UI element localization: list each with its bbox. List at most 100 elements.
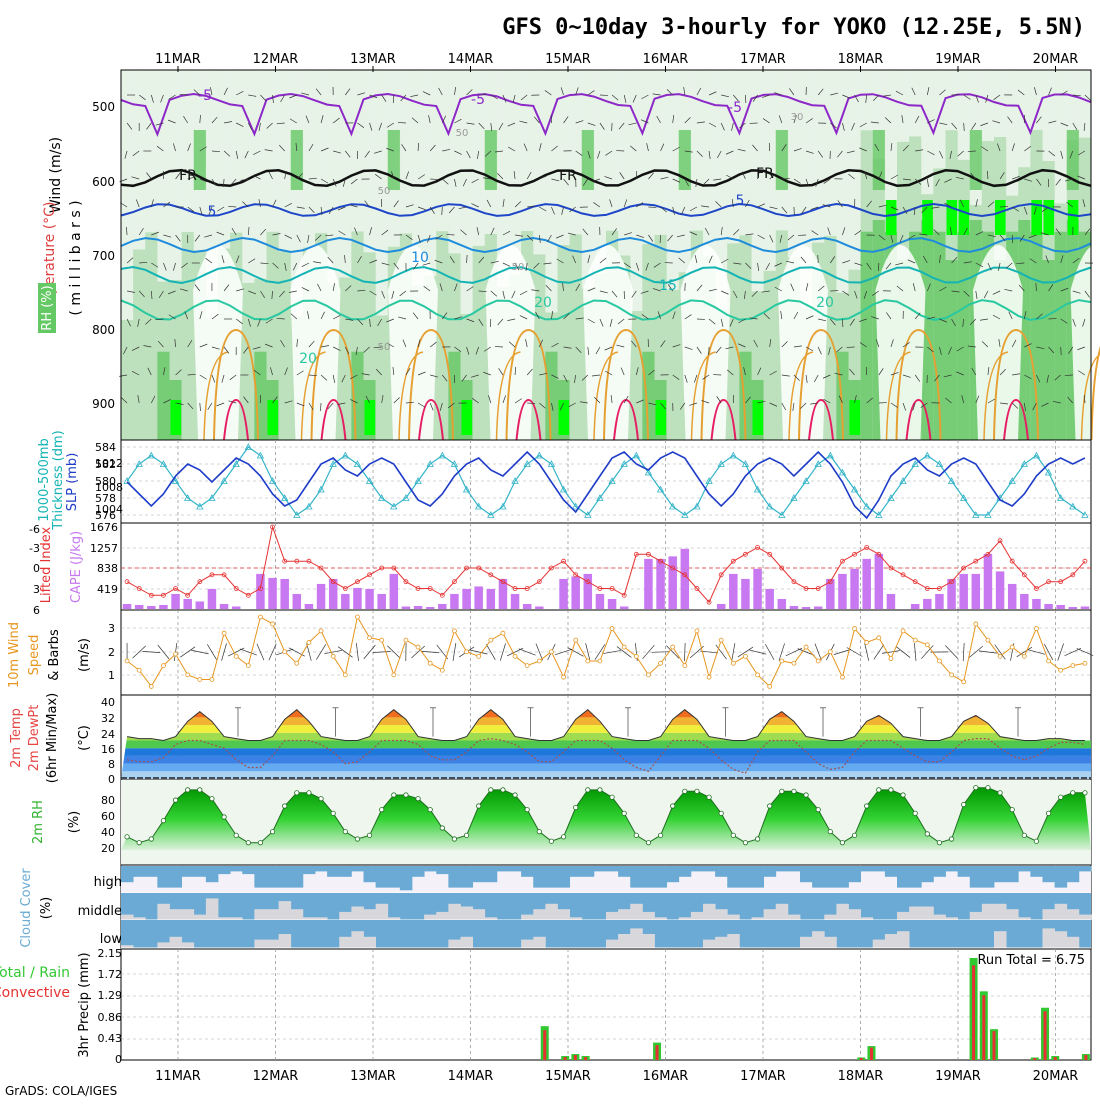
cape-bar	[559, 579, 567, 609]
wind-marker	[634, 654, 638, 658]
rh2m-marker	[949, 837, 953, 841]
date-label-bottom: 17MAR	[740, 1069, 786, 1084]
cloud-mid-bar	[121, 915, 134, 920]
cloud-high-bar	[194, 866, 207, 877]
cloud-low-bar	[606, 940, 619, 948]
date-label-bottom: 18MAR	[838, 1069, 884, 1084]
rh2m-marker	[307, 791, 311, 795]
cloud-mid-bar	[909, 907, 922, 921]
cloud-low-bar	[157, 942, 170, 948]
temp2m-label-1: 2m Temp	[9, 708, 24, 768]
cape-bar	[838, 574, 846, 609]
rh-band-mid	[533, 254, 546, 440]
slp-tick-1004: 1004	[95, 503, 123, 516]
cloud-low-bar	[254, 940, 267, 948]
wind-barb-10m	[373, 652, 391, 653]
rh2m-marker	[501, 788, 505, 792]
panel-cape	[121, 523, 1091, 610]
rh2m-marker	[185, 788, 189, 792]
date-label-bottom: 12MAR	[253, 1069, 299, 1084]
cloud-low-bar	[448, 940, 461, 948]
cloud-high-bar	[824, 866, 837, 888]
cloud-high-bar	[836, 866, 849, 888]
rh2m-marker	[767, 804, 771, 808]
precip-conv-bar	[982, 995, 985, 1060]
wind-barb-10m	[684, 643, 685, 661]
wind-marker	[780, 659, 784, 663]
cape-bar	[596, 594, 604, 609]
cloud-mid-bar	[376, 904, 389, 920]
slp-line	[127, 452, 1085, 518]
temp2m-unit: (°C)	[77, 725, 92, 751]
contour-label: 5	[736, 193, 745, 209]
cape-bar	[523, 604, 531, 609]
cloud-high-bar	[436, 866, 449, 874]
wind-marker	[695, 629, 699, 633]
wind-marker	[343, 673, 347, 677]
rh2m-marker	[561, 835, 565, 839]
date-label-top: 13MAR	[350, 52, 396, 67]
wind-marker	[161, 664, 165, 668]
cape-bar	[123, 604, 131, 609]
panel-slp	[121, 440, 1091, 523]
contour-label: 10	[411, 250, 429, 266]
rh2m-marker	[440, 826, 444, 830]
rh2m-marker	[925, 832, 929, 836]
cape-bar	[438, 604, 446, 609]
cape-bar	[584, 574, 592, 609]
wind-marker	[804, 645, 808, 649]
cloud-high-bar	[1055, 866, 1068, 888]
cape-bar	[196, 601, 204, 609]
cape-bar	[208, 589, 216, 609]
cape-bar	[268, 578, 276, 609]
thickness-label-1: 1000-500mb	[37, 438, 52, 522]
rh-band-bright	[959, 200, 970, 235]
cloud-mid-bar	[1043, 909, 1056, 920]
wind-marker	[877, 636, 881, 640]
cape-bar	[317, 584, 325, 609]
rh-band-bright	[365, 400, 376, 435]
cape-bar	[850, 569, 858, 609]
slp-tick-1012: 1012	[95, 457, 123, 470]
wind-marker	[380, 638, 384, 642]
upper-pressure-ticks: 500 600 700 800 900	[92, 100, 115, 411]
cape-bar	[487, 589, 495, 609]
cloud-mid-bar	[618, 909, 631, 920]
cape-bar	[256, 574, 264, 609]
wind-marker	[889, 657, 893, 661]
upper-panel-labels: Wind (m/s) Temperature (°C) RH (%) ( m i…	[38, 137, 84, 333]
wind-marker	[950, 673, 954, 677]
cloud-mid-bar	[982, 904, 995, 920]
rh-band-bright	[850, 400, 861, 435]
precip-conv-bar	[1033, 1058, 1036, 1060]
cloud-level-middle: middle	[78, 904, 122, 919]
cloud-label: Cloud Cover	[19, 868, 34, 948]
cape-bar	[450, 594, 458, 609]
cloud-unit: (%)	[39, 897, 54, 920]
precip-label-conv: Convective	[0, 985, 70, 1001]
cloud-high-bar	[364, 866, 377, 882]
thick-tick-584: 584	[95, 441, 116, 454]
cape-bar	[765, 589, 773, 609]
cape-bar	[390, 574, 398, 609]
cloud-low-bar	[461, 937, 474, 948]
rh-band-bright	[559, 400, 570, 435]
contour-label: 20	[299, 351, 317, 367]
cloud-low-bar	[521, 940, 534, 948]
rh2m-marker	[137, 840, 141, 844]
cloud-low-bar	[897, 931, 910, 948]
cloud-high-bar	[618, 866, 631, 877]
wind-marker	[452, 629, 456, 633]
temp-band	[121, 733, 1091, 741]
rh-band-mid	[570, 234, 583, 440]
cloud-low-bar	[873, 940, 886, 948]
cloud-high-bar	[145, 866, 158, 877]
rh2m-marker	[974, 785, 978, 789]
rh2m-marker	[937, 840, 941, 844]
rh2m-marker	[852, 833, 856, 837]
rh2m-marker	[889, 788, 893, 792]
cloud-high-bar	[1043, 866, 1056, 882]
wind-tick-1: 1	[108, 669, 115, 682]
wind-marker	[622, 645, 626, 649]
dry-tongue	[291, 245, 341, 440]
